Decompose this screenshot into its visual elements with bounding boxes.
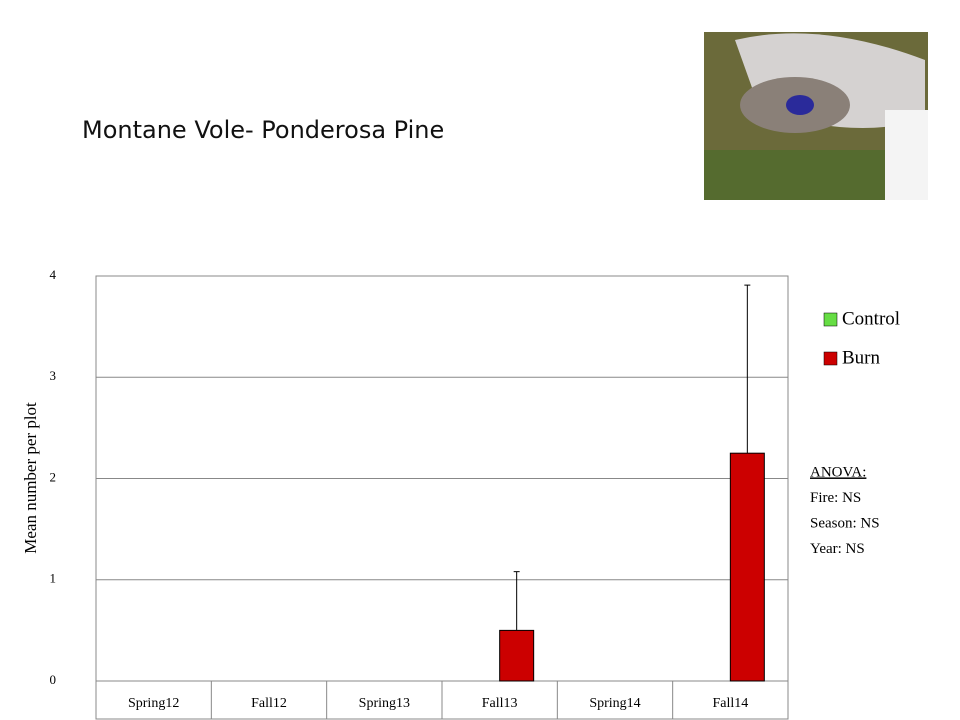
anova-text: Season: NS [810,515,880,531]
y-tick-label: 4 [50,267,57,282]
legend-swatch [823,312,838,327]
chart-title: Montane Vole- Ponderosa Pine [82,116,444,144]
x-tick-label: Spring14 [589,696,640,711]
x-tick-label: Fall14 [712,696,748,711]
anova-text: Fire: NS [810,490,861,506]
bar [729,452,765,682]
bar [499,629,535,682]
legend-label: Burn [842,347,881,368]
photo [704,32,928,200]
y-tick-label: 1 [50,571,57,586]
legend-label: Control [842,308,900,329]
photo-paper [885,110,928,200]
photo-mark [786,95,814,115]
y-axis-label: Mean number per plot [21,402,40,554]
y-tick-label: 3 [50,368,57,383]
anova-text: Year: NS [810,541,865,557]
anova-text: ANOVA: [810,464,866,480]
x-tick-label: Fall12 [251,696,287,711]
y-tick-label: 2 [50,469,57,484]
legend-swatch [823,351,838,366]
x-tick-label: Fall13 [482,696,518,711]
y-tick-label: 0 [50,672,57,687]
x-tick-label: Spring13 [359,696,410,711]
x-tick-label: Spring12 [128,696,179,711]
